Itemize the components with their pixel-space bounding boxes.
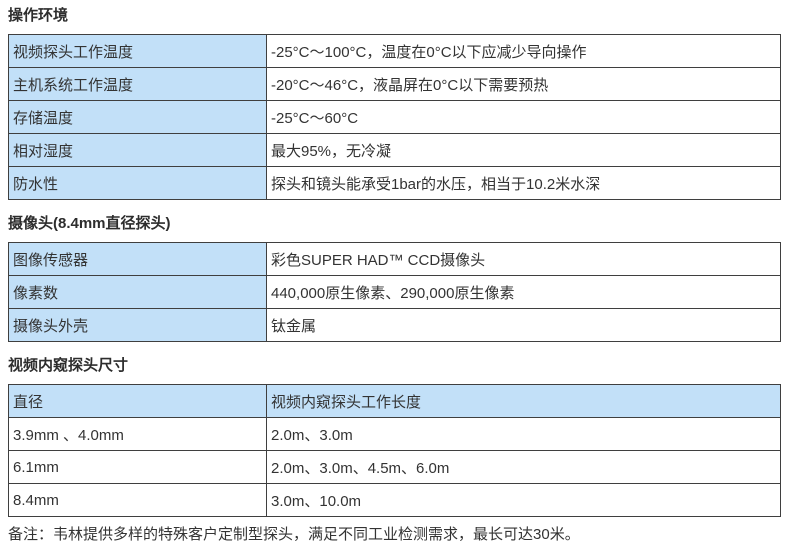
row-label-cell: 防水性 xyxy=(8,166,267,200)
row-label-cell: 3.9mm 、4.0mm xyxy=(8,417,267,451)
table-row: 8.4mm 3.0m、10.0m xyxy=(8,483,781,517)
table-row: 图像传感器 彩色SUPER HAD™ CCD摄像头 xyxy=(8,242,781,276)
camera-spec-table: 图像传感器 彩色SUPER HAD™ CCD摄像头 像素数 440,000原生像… xyxy=(8,242,781,342)
column-header-diameter: 直径 xyxy=(8,384,267,418)
row-label-cell: 存储温度 xyxy=(8,100,267,134)
table-row: 相对湿度 最大95%，无冷凝 xyxy=(8,133,781,167)
table-row: 像素数 440,000原生像素、290,000原生像素 xyxy=(8,275,781,309)
row-value-cell: 3.0m、10.0m xyxy=(266,483,781,517)
table-row: 存储温度 -25°C～60°C xyxy=(8,100,781,134)
row-label-cell: 摄像头外壳 xyxy=(8,308,267,342)
row-value-cell: 彩色SUPER HAD™ CCD摄像头 xyxy=(266,242,781,276)
row-value-cell: 2.0m、3.0m、4.5m、6.0m xyxy=(266,450,781,484)
row-label-cell: 主机系统工作温度 xyxy=(8,67,267,101)
section-heading-operating-environment: 操作环境 xyxy=(8,7,69,24)
row-label-cell: 8.4mm xyxy=(8,483,267,517)
row-value-cell: 钛金属 xyxy=(266,308,781,342)
column-header-working-length: 视频内窥探头工作长度 xyxy=(266,384,781,418)
row-value-cell: 最大95%，无冷凝 xyxy=(266,133,781,167)
note-text: 备注：韦林提供多样的特殊客户定制型探头，满足不同工业检测需求，最长可达30米。 xyxy=(8,526,580,543)
row-value-cell: -20°C～46°C，液晶屏在0°C以下需要预热 xyxy=(266,67,781,101)
table-row: 摄像头外壳 钛金属 xyxy=(8,308,781,342)
row-value-cell: 探头和镜头能承受1bar的水压，相当于10.2米水深 xyxy=(266,166,781,200)
row-label-cell: 相对湿度 xyxy=(8,133,267,167)
table-row: 防水性 探头和镜头能承受1bar的水压，相当于10.2米水深 xyxy=(8,166,781,200)
table-row: 6.1mm 2.0m、3.0m、4.5m、6.0m xyxy=(8,450,781,484)
table-row: 3.9mm 、4.0mm 2.0m、3.0m xyxy=(8,417,781,451)
row-label-cell: 像素数 xyxy=(8,275,267,309)
row-value-cell: 2.0m、3.0m xyxy=(266,417,781,451)
row-label-cell: 视频探头工作温度 xyxy=(8,34,267,68)
table-row: 视频探头工作温度 -25°C～100°C，温度在0°C以下应减少导向操作 xyxy=(8,34,781,68)
row-value-cell: -25°C～60°C xyxy=(266,100,781,134)
section-heading-camera: 摄像头(8.4mm直径探头) xyxy=(8,215,171,232)
row-label-cell: 6.1mm xyxy=(8,450,267,484)
probe-dimensions-table: 直径 视频内窥探头工作长度 3.9mm 、4.0mm 2.0m、3.0m 6.1… xyxy=(8,384,781,517)
row-value-cell: 440,000原生像素、290,000原生像素 xyxy=(266,275,781,309)
operating-environment-table: 视频探头工作温度 -25°C～100°C，温度在0°C以下应减少导向操作 主机系… xyxy=(8,34,781,200)
row-value-cell: -25°C～100°C，温度在0°C以下应减少导向操作 xyxy=(266,34,781,68)
row-label-cell: 图像传感器 xyxy=(8,242,267,276)
table-row: 主机系统工作温度 -20°C～46°C，液晶屏在0°C以下需要预热 xyxy=(8,67,781,101)
table-header-row: 直径 视频内窥探头工作长度 xyxy=(8,384,781,418)
section-heading-probe-dimensions: 视频内窥探头尺寸 xyxy=(8,357,129,374)
